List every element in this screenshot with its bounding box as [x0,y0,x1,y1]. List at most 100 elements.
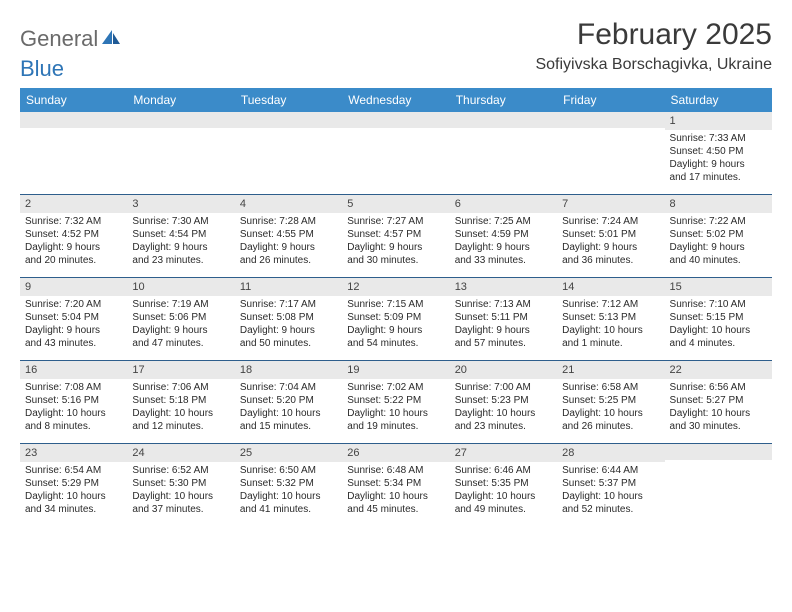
dayhead-mon: Monday [127,88,234,112]
day-body: Sunrise: 7:28 AMSunset: 4:55 PMDaylight:… [235,213,342,271]
daylight-line1: Daylight: 9 hours [562,241,659,254]
sunrise-text: Sunrise: 7:24 AM [562,215,659,228]
day-number: 15 [665,278,772,296]
day-body: Sunrise: 7:13 AMSunset: 5:11 PMDaylight:… [450,296,557,354]
sunset-text: Sunset: 5:04 PM [25,311,122,324]
daylight-line1: Daylight: 10 hours [562,324,659,337]
day-cell: 1Sunrise: 7:33 AMSunset: 4:50 PMDaylight… [665,112,772,194]
logo: General [20,18,124,52]
sunrise-text: Sunrise: 7:10 AM [670,298,767,311]
week-row: 2Sunrise: 7:32 AMSunset: 4:52 PMDaylight… [20,195,772,278]
sunset-text: Sunset: 4:50 PM [670,145,767,158]
day-number: 8 [665,195,772,213]
sunrise-text: Sunrise: 6:58 AM [562,381,659,394]
sunrise-text: Sunrise: 7:32 AM [25,215,122,228]
day-cell: 22Sunrise: 6:56 AMSunset: 5:27 PMDayligh… [665,361,772,443]
daylight-line2: and 23 minutes. [455,420,552,433]
daylight-line2: and 57 minutes. [455,337,552,350]
sunrise-text: Sunrise: 7:13 AM [455,298,552,311]
day-cell: 25Sunrise: 6:50 AMSunset: 5:32 PMDayligh… [235,444,342,526]
calendar-page: General February 2025 Sofiyivska Borscha… [0,0,792,526]
daylight-line1: Daylight: 9 hours [347,324,444,337]
day-cell: 15Sunrise: 7:10 AMSunset: 5:15 PMDayligh… [665,278,772,360]
sunrise-text: Sunrise: 7:12 AM [562,298,659,311]
day-cell [450,112,557,194]
day-number [665,444,772,460]
week-row: 23Sunrise: 6:54 AMSunset: 5:29 PMDayligh… [20,444,772,526]
sunrise-text: Sunrise: 7:04 AM [240,381,337,394]
sunset-text: Sunset: 5:18 PM [132,394,229,407]
daylight-line2: and 19 minutes. [347,420,444,433]
day-cell: 19Sunrise: 7:02 AMSunset: 5:22 PMDayligh… [342,361,449,443]
day-number [235,112,342,128]
day-number: 18 [235,361,342,379]
day-number: 11 [235,278,342,296]
day-body: Sunrise: 7:17 AMSunset: 5:08 PMDaylight:… [235,296,342,354]
daylight-line2: and 8 minutes. [25,420,122,433]
day-number: 16 [20,361,127,379]
sunset-text: Sunset: 5:27 PM [670,394,767,407]
sunset-text: Sunset: 5:30 PM [132,477,229,490]
dayhead-wed: Wednesday [342,88,449,112]
daylight-line2: and 47 minutes. [132,337,229,350]
dayhead-tue: Tuesday [235,88,342,112]
day-cell: 3Sunrise: 7:30 AMSunset: 4:54 PMDaylight… [127,195,234,277]
sunrise-text: Sunrise: 7:17 AM [240,298,337,311]
daylight-line2: and 54 minutes. [347,337,444,350]
day-cell: 4Sunrise: 7:28 AMSunset: 4:55 PMDaylight… [235,195,342,277]
daylight-line2: and 41 minutes. [240,503,337,516]
sunset-text: Sunset: 5:11 PM [455,311,552,324]
daylight-line1: Daylight: 9 hours [670,158,767,171]
month-title: February 2025 [535,18,772,52]
sunrise-text: Sunrise: 7:06 AM [132,381,229,394]
sunrise-text: Sunrise: 6:56 AM [670,381,767,394]
weeks-container: 1Sunrise: 7:33 AMSunset: 4:50 PMDaylight… [20,112,772,526]
sunset-text: Sunset: 5:08 PM [240,311,337,324]
sunset-text: Sunset: 4:55 PM [240,228,337,241]
daylight-line2: and 30 minutes. [347,254,444,267]
daylight-line2: and 23 minutes. [132,254,229,267]
sunset-text: Sunset: 5:23 PM [455,394,552,407]
daylight-line2: and 45 minutes. [347,503,444,516]
day-cell: 8Sunrise: 7:22 AMSunset: 5:02 PMDaylight… [665,195,772,277]
day-cell [20,112,127,194]
day-number [342,112,449,128]
daylight-line1: Daylight: 10 hours [347,490,444,503]
sunset-text: Sunset: 5:22 PM [347,394,444,407]
daylight-line1: Daylight: 10 hours [132,407,229,420]
day-number: 21 [557,361,664,379]
sunrise-text: Sunrise: 7:15 AM [347,298,444,311]
sunset-text: Sunset: 4:57 PM [347,228,444,241]
daylight-line2: and 37 minutes. [132,503,229,516]
sunset-text: Sunset: 5:16 PM [25,394,122,407]
sunrise-text: Sunrise: 7:27 AM [347,215,444,228]
daylight-line2: and 36 minutes. [562,254,659,267]
day-cell [665,444,772,526]
day-body [557,128,664,134]
daylight-line2: and 30 minutes. [670,420,767,433]
sunset-text: Sunset: 5:25 PM [562,394,659,407]
day-number: 3 [127,195,234,213]
day-body: Sunrise: 6:44 AMSunset: 5:37 PMDaylight:… [557,462,664,520]
day-body [665,460,772,466]
day-number [557,112,664,128]
sunset-text: Sunset: 5:32 PM [240,477,337,490]
daylight-line2: and 43 minutes. [25,337,122,350]
dayhead-sat: Saturday [665,88,772,112]
day-body: Sunrise: 7:33 AMSunset: 4:50 PMDaylight:… [665,130,772,188]
daylight-line1: Daylight: 10 hours [347,407,444,420]
day-body: Sunrise: 6:54 AMSunset: 5:29 PMDaylight:… [20,462,127,520]
daylight-line1: Daylight: 9 hours [25,241,122,254]
day-number: 6 [450,195,557,213]
daylight-line2: and 52 minutes. [562,503,659,516]
sunset-text: Sunset: 4:59 PM [455,228,552,241]
day-cell: 26Sunrise: 6:48 AMSunset: 5:34 PMDayligh… [342,444,449,526]
day-number: 13 [450,278,557,296]
day-cell: 20Sunrise: 7:00 AMSunset: 5:23 PMDayligh… [450,361,557,443]
title-block: February 2025 Sofiyivska Borschagivka, U… [535,18,772,74]
daylight-line1: Daylight: 9 hours [455,324,552,337]
day-body [127,128,234,134]
sunset-text: Sunset: 5:02 PM [670,228,767,241]
dayhead-sun: Sunday [20,88,127,112]
day-number: 27 [450,444,557,462]
